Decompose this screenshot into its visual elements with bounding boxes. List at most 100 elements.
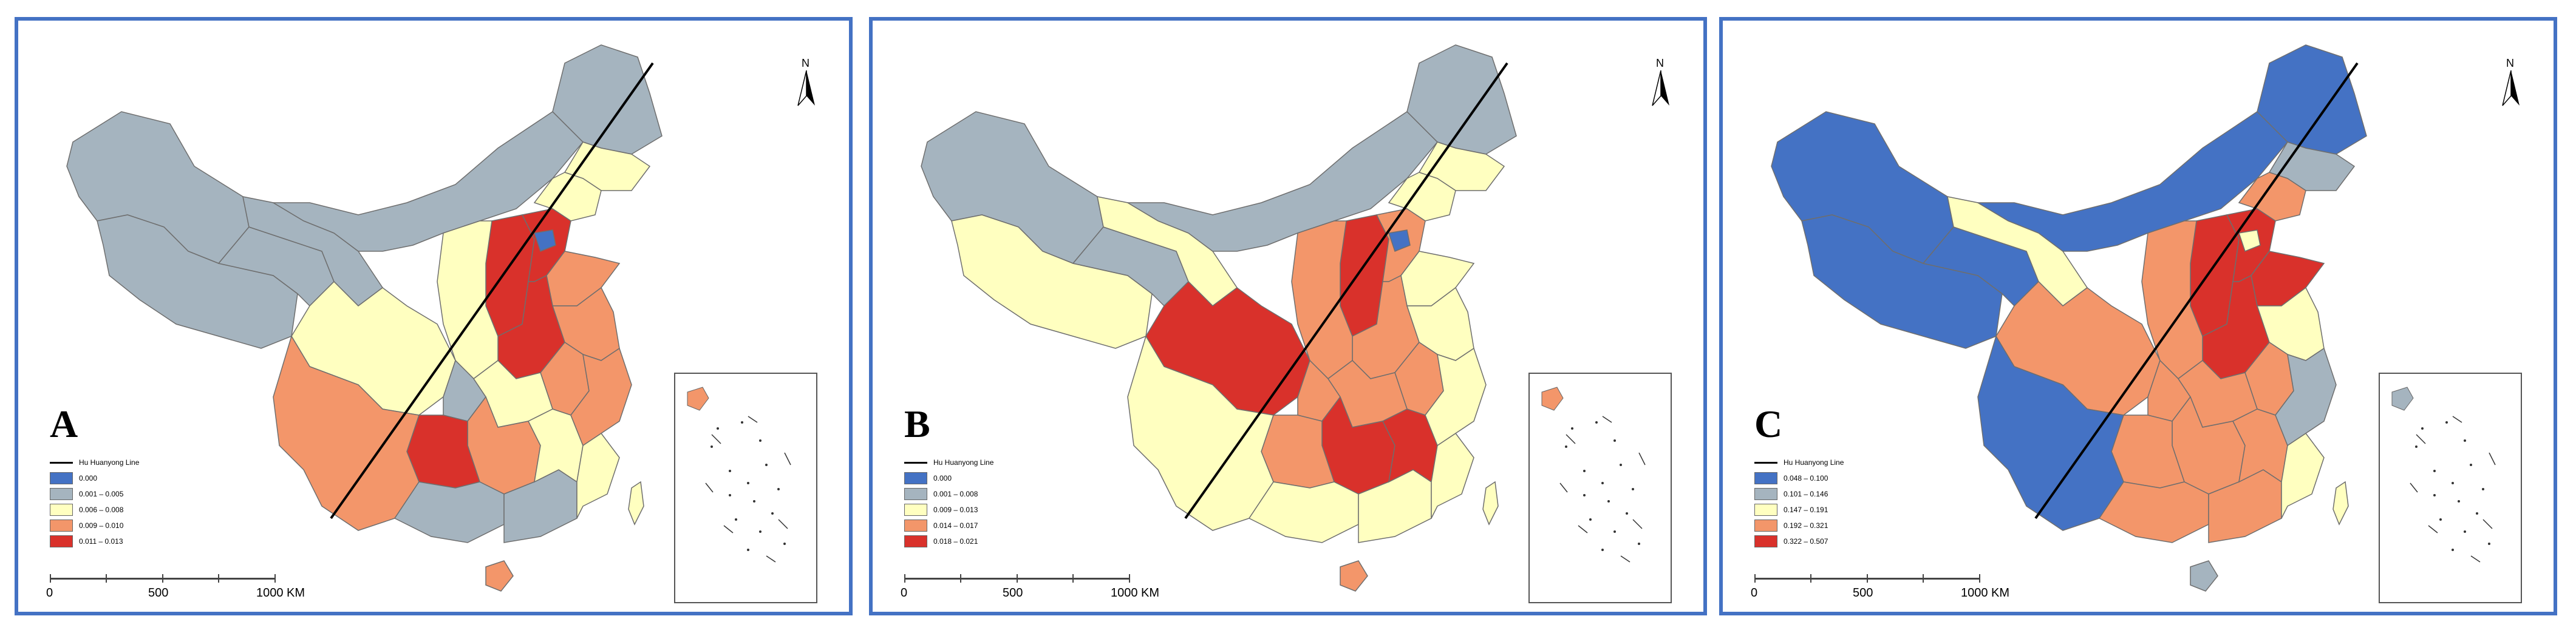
scale-tick [1810, 574, 1811, 583]
inset-island [1589, 518, 1592, 521]
region-innermongolia [1976, 111, 2289, 252]
south-china-sea-inset [2379, 373, 2522, 603]
legend-label: 0.000 [79, 474, 98, 482]
region-innermongolia [1126, 111, 1439, 252]
region-hainan [1340, 560, 1368, 592]
north-arrow: N [794, 57, 819, 106]
scale-label: 0 [1751, 586, 1758, 600]
legend-entry: 0.014 – 0.017 [904, 518, 993, 533]
legend-entry: 0.000 [904, 470, 993, 486]
legend-entry: 0.009 – 0.013 [904, 502, 993, 518]
inset-island [729, 494, 731, 496]
scale-tick [960, 574, 961, 583]
scale-label: 1000 KM [256, 586, 305, 600]
legend-entry: 0.048 – 0.100 [1754, 470, 1844, 486]
inset-island [2452, 482, 2454, 484]
inset-island [735, 518, 737, 521]
legend-label: 0.000 [933, 474, 952, 482]
scale-tick [106, 574, 107, 583]
scale-bar: 0 500 1000 KM [46, 573, 305, 603]
inset-island [2415, 445, 2418, 448]
inset-island [1632, 488, 1634, 490]
north-arrow: N [2499, 57, 2523, 106]
inset-island [1626, 512, 1628, 515]
inset-boundary-dash [2482, 519, 2493, 529]
legend-line-symbol [1754, 461, 1777, 464]
legend-swatch [50, 535, 73, 547]
china-map [1771, 44, 2367, 592]
inset-map [2391, 387, 2496, 563]
legend-label: 0.048 – 0.100 [1784, 474, 1828, 482]
legend-swatch [1754, 488, 1777, 500]
region-hainan [485, 560, 514, 592]
legend-line-entry: Hu Huanyong Line [1754, 455, 1844, 470]
inset-island [2445, 421, 2448, 424]
scale-tick [162, 574, 163, 583]
inset-island [2476, 512, 2478, 515]
inset-island [1583, 494, 1586, 496]
inset-boundary-dash [705, 482, 714, 493]
inset-island [771, 512, 774, 515]
region-taiwan [1482, 481, 1499, 526]
legend-line-label: Hu Huanyong Line [1784, 458, 1844, 467]
region-tibet [97, 214, 298, 349]
inset-island [1565, 445, 1567, 448]
inset-island [2421, 427, 2424, 430]
hu-huanyong-line [1184, 62, 1508, 520]
legend-label: 0.147 – 0.191 [1784, 506, 1828, 514]
inset-island [1595, 421, 1598, 424]
legend-label: 0.006 – 0.008 [79, 506, 124, 514]
china-map [66, 44, 663, 592]
legend-swatch [1754, 535, 1777, 547]
china-map [921, 44, 1517, 592]
inset-island [2458, 500, 2460, 503]
inset-hainan [2391, 387, 2414, 411]
panel-letter: A [50, 402, 78, 445]
inset-boundary-dash [2452, 416, 2462, 423]
scale-tick [1923, 574, 1924, 583]
inset-island [1601, 549, 1604, 551]
north-arrow-icon [1652, 70, 1669, 106]
legend-entry: 0.000 [50, 470, 139, 486]
inset-island [1583, 470, 1586, 472]
inset-boundary-dash [778, 519, 788, 529]
inset-island [2464, 530, 2466, 533]
legend-label: 0.014 – 0.017 [933, 521, 978, 530]
north-arrow-icon [797, 70, 815, 106]
map-legend: Hu Huanyong Line 0.000 0.001 – 0.008 0.009 … [904, 455, 993, 549]
region-zhejiang [1425, 347, 1487, 447]
inset-boundary-dash [748, 416, 758, 423]
inset-island [2433, 494, 2436, 496]
inset-island [783, 543, 786, 545]
inset-island [2433, 470, 2436, 472]
map-panel-a: N A Hu Huanyong Line 0.000 0.001 – 0.005 0.00… [15, 17, 853, 615]
legend-line-symbol [904, 461, 927, 464]
north-label: N [1656, 57, 1664, 69]
inset-map [1541, 387, 1646, 563]
legend-swatch [904, 535, 927, 547]
inset-island [747, 549, 749, 551]
legend-label: 0.001 – 0.008 [933, 490, 978, 498]
inset-island [710, 445, 713, 448]
scale-label: 500 [148, 586, 169, 600]
legend-entry: 0.006 – 0.008 [50, 502, 139, 518]
legend-swatch [1754, 472, 1777, 484]
inset-island [1601, 482, 1604, 484]
north-arrow-icon [2502, 70, 2520, 106]
south-china-sea-inset [674, 373, 817, 603]
legend-swatch [904, 504, 927, 516]
region-fujian [2281, 432, 2325, 519]
scale-tick [218, 574, 219, 583]
legend-line-entry: Hu Huanyong Line [904, 455, 993, 470]
inset-island [717, 427, 719, 430]
inset-boundary-dash [711, 434, 721, 444]
inset-boundary-dash [784, 452, 791, 465]
region-beijing [1388, 229, 1411, 252]
inset-island [753, 500, 755, 503]
legend-label: 0.018 – 0.021 [933, 537, 978, 546]
region-liaoning [1388, 172, 1456, 222]
scale-label: 1000 KM [1961, 586, 2010, 600]
panel-letter: B [904, 402, 930, 445]
legend-line-label: Hu Huanyong Line [79, 458, 140, 467]
region-taiwan [628, 481, 644, 526]
